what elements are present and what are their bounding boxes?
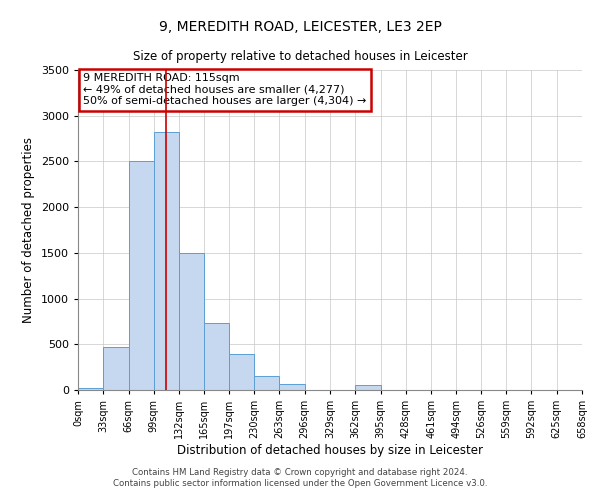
- Bar: [205, 324, 229, 390]
- Text: Size of property relative to detached houses in Leicester: Size of property relative to detached ho…: [133, 50, 467, 63]
- Bar: [78, 388, 103, 390]
- Bar: [254, 376, 280, 390]
- Bar: [280, 384, 305, 390]
- Bar: [355, 385, 380, 390]
- Bar: [154, 132, 179, 390]
- Bar: [128, 162, 154, 390]
- X-axis label: Distribution of detached houses by size in Leicester: Distribution of detached houses by size …: [177, 444, 483, 457]
- Bar: [103, 347, 128, 390]
- Bar: [179, 253, 205, 390]
- Y-axis label: Number of detached properties: Number of detached properties: [22, 137, 35, 323]
- Text: Contains HM Land Registry data © Crown copyright and database right 2024.
Contai: Contains HM Land Registry data © Crown c…: [113, 468, 487, 487]
- Bar: [229, 354, 254, 390]
- Text: 9, MEREDITH ROAD, LEICESTER, LE3 2EP: 9, MEREDITH ROAD, LEICESTER, LE3 2EP: [158, 20, 442, 34]
- Text: 9 MEREDITH ROAD: 115sqm
← 49% of detached houses are smaller (4,277)
50% of semi: 9 MEREDITH ROAD: 115sqm ← 49% of detache…: [83, 73, 367, 106]
